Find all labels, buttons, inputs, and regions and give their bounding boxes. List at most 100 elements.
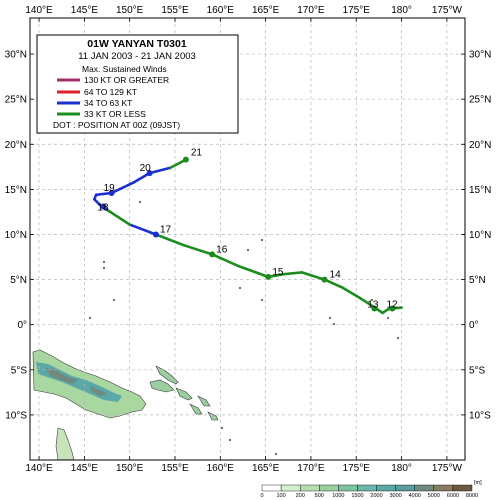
latitude-label: 10°S <box>5 410 27 421</box>
position-dot <box>182 156 189 163</box>
elevation-colorbar: 0 100 200 500 1000 1500 2000 3000 4000 5000 6000 80… <box>260 484 478 499</box>
track-segment <box>282 271 304 276</box>
legend-label-130kt: 130 KT OR GREATER <box>84 75 169 85</box>
latitude-label: 10°N <box>469 230 491 241</box>
latitude-label: 30°N <box>469 50 491 61</box>
colorbar-label: 2000 <box>370 493 382 499</box>
colorbar-swatch <box>395 484 415 492</box>
day-label: 14 <box>330 270 342 281</box>
longitude-label: 180° <box>391 5 412 16</box>
legend-label-33kt: 33 KT OR LESS <box>84 109 146 119</box>
day-label: 16 <box>216 244 228 255</box>
storm-title: 01W YANYAN T0301 <box>87 38 187 50</box>
latitude-label: 25°N <box>5 95 27 106</box>
day-label: 19 <box>104 183 116 194</box>
longitude-label: 165°E <box>252 463 280 474</box>
track-segment <box>323 278 344 290</box>
longitude-label: 155°E <box>161 463 189 474</box>
land-masses <box>32 200 400 461</box>
colorbar-swatch <box>261 484 282 492</box>
latitude-label: 10°N <box>5 230 27 241</box>
position-dot <box>108 189 115 196</box>
colorbar-swatch <box>433 484 454 492</box>
position-dot <box>371 305 378 312</box>
longitude-label: 180° <box>391 463 412 474</box>
colorbar-unit: [m] <box>474 480 482 486</box>
latitude-label: 25°N <box>469 95 491 106</box>
longitude-label: 155°E <box>161 5 189 16</box>
longitude-labels-bottom: 140°E 145°E 150°E 155°E 160°E 165°E 170°E 175°E… <box>25 456 462 474</box>
longitude-label: 175°W <box>432 5 463 16</box>
colorbar-label: 1000 <box>332 493 344 499</box>
track-segment <box>148 166 172 175</box>
colorbar-label: 500 <box>315 493 324 499</box>
position-dot <box>389 305 396 312</box>
day-label: 21 <box>191 148 203 159</box>
colorbar-label: 4000 <box>409 493 421 499</box>
longitude-label: 175°E <box>343 5 371 16</box>
longitude-label: 150°E <box>116 463 144 474</box>
day-label: 12 <box>387 299 399 310</box>
storm-period: 11 JAN 2003 - 21 JAN 2003 <box>78 51 196 62</box>
colorbar-label: 1500 <box>351 493 363 499</box>
latitude-label: 15°N <box>5 185 27 196</box>
latitude-label: 5°N <box>10 275 27 286</box>
colorbar-swatch <box>299 484 320 492</box>
day-label: 20 <box>140 163 152 174</box>
position-dot <box>265 273 272 280</box>
map-frame <box>29 17 466 461</box>
latitude-label: 30°N <box>5 50 27 61</box>
track-segment <box>237 264 270 279</box>
latitude-label: 5°N <box>469 275 486 286</box>
track-segment <box>300 271 326 281</box>
track-segment <box>341 286 363 300</box>
day-label: 13 <box>367 299 379 310</box>
colorbar-swatch <box>338 484 358 492</box>
colorbar-swatch <box>280 484 301 492</box>
colorbar-label: 0 <box>260 493 263 499</box>
position-dot <box>321 276 328 283</box>
colorbar-swatch <box>376 484 396 492</box>
latitude-label: 0° <box>469 320 479 331</box>
colorbar-label: 200 <box>296 493 305 499</box>
position-dot <box>146 170 153 177</box>
longitude-label: 165°E <box>252 5 280 16</box>
small-islands <box>88 200 400 456</box>
longitude-labels-top: 140°E 145°E 150°E 155°E 160°E 165°E 170°E 175°E… <box>25 5 462 22</box>
colorbar-swatch <box>319 484 339 492</box>
day-label: 17 <box>160 224 172 235</box>
track-segment <box>210 253 240 268</box>
new-ireland-land <box>155 365 179 385</box>
new-britain-land <box>149 379 175 393</box>
longitude-label: 175°E <box>343 463 371 474</box>
colorbar-swatch <box>357 484 377 492</box>
track-segment <box>104 207 131 226</box>
longitude-label: 140°E <box>25 5 53 16</box>
legend-dot-note: DOT : POSITION AT 00Z (09JST) <box>53 120 180 130</box>
colorbar-swatch <box>414 484 435 492</box>
latitude-label: 5°S <box>469 365 486 376</box>
longitude-label: 150°E <box>116 5 144 16</box>
day-label: 18 <box>97 203 109 214</box>
colorbar-label: 6000 <box>447 493 459 499</box>
position-dot <box>152 231 159 238</box>
legend-box <box>36 34 239 134</box>
legend-label-34kt: 34 TO 63 KT <box>84 98 132 108</box>
longitude-label: 170°E <box>297 463 325 474</box>
longitude-label: 160°E <box>207 463 235 474</box>
longitude-label: 160°E <box>207 5 235 16</box>
daily-positions: 12 13 14 15 16 17 18 19 20 21 <box>97 148 398 312</box>
track-segment <box>110 180 136 195</box>
track-segment <box>182 244 214 256</box>
longitude-label: 140°E <box>25 463 53 474</box>
latitude-label: 5°S <box>11 365 28 376</box>
new-guinea-peaks <box>46 368 108 396</box>
latitude-labels-left: 30°N 25°N 20°N 15°N 10°N 5°N 0° 5°S 10°S <box>5 50 34 421</box>
longitude-label: 145°E <box>71 463 99 474</box>
colorbar-swatch <box>452 484 473 492</box>
latitude-label: 20°N <box>5 140 27 151</box>
colorbar-label: 5000 <box>428 493 440 499</box>
track-segment <box>154 233 186 247</box>
legend-label-64kt: 64 TO 129 KT <box>84 87 137 97</box>
